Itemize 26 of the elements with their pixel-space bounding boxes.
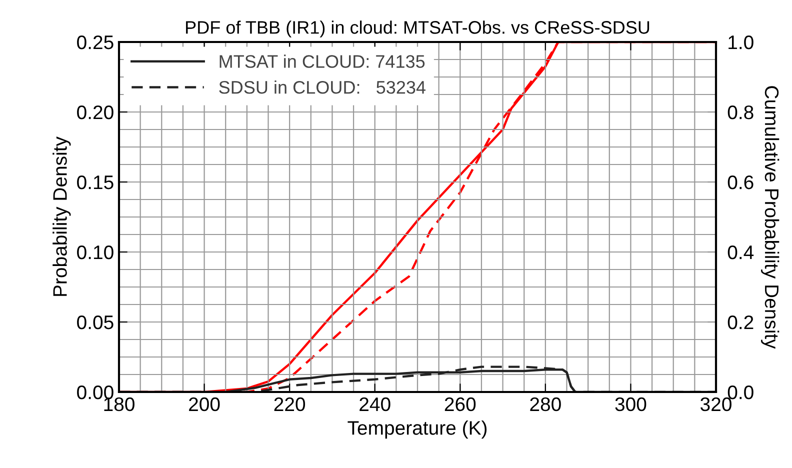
- x-tick-label: 260: [444, 397, 476, 412]
- y2-tick-label: 0.2: [728, 315, 754, 330]
- x-tick-label: 320: [700, 397, 732, 412]
- x-tick-label: 240: [360, 397, 390, 412]
- y-tick-label: 0.10: [77, 245, 114, 260]
- x-tick-label: 300: [615, 397, 646, 412]
- y-tick-label: 0.20: [77, 105, 114, 120]
- y2-tick-label: 0.6: [728, 175, 754, 190]
- y2-tick-label: 1.0: [728, 35, 754, 50]
- chart-title: PDF of TBB (IR1) in cloud: MTSAT-Obs. vs CReSS-SDSU: [186, 20, 650, 38]
- y-tick-label: 0.15: [77, 175, 114, 190]
- y2-tick-label: 0.0: [728, 385, 754, 400]
- legend-label: SDSU in CLOUD: 53234: [219, 80, 426, 94]
- x-tick-label: 200: [189, 397, 220, 412]
- y-tick-label: 0.05: [77, 315, 114, 330]
- x-tick-label: 220: [274, 397, 306, 412]
- x-axis-title: Temperature (K): [348, 420, 487, 439]
- x-tick-label: 280: [530, 397, 561, 412]
- legend-label: MTSAT in CLOUD: 74135: [220, 54, 425, 68]
- y-axis-title: Probability Density: [52, 136, 71, 296]
- y2-tick-label: 0.8: [728, 105, 754, 120]
- x-tick-label: 180: [104, 397, 134, 412]
- y2-tick-label: 0.4: [728, 245, 754, 260]
- y-tick-label: 0.25: [77, 35, 114, 50]
- y2-axis-title: Cumulative Probability Density: [761, 86, 780, 349]
- y-tick-label: 0.00: [77, 385, 114, 400]
